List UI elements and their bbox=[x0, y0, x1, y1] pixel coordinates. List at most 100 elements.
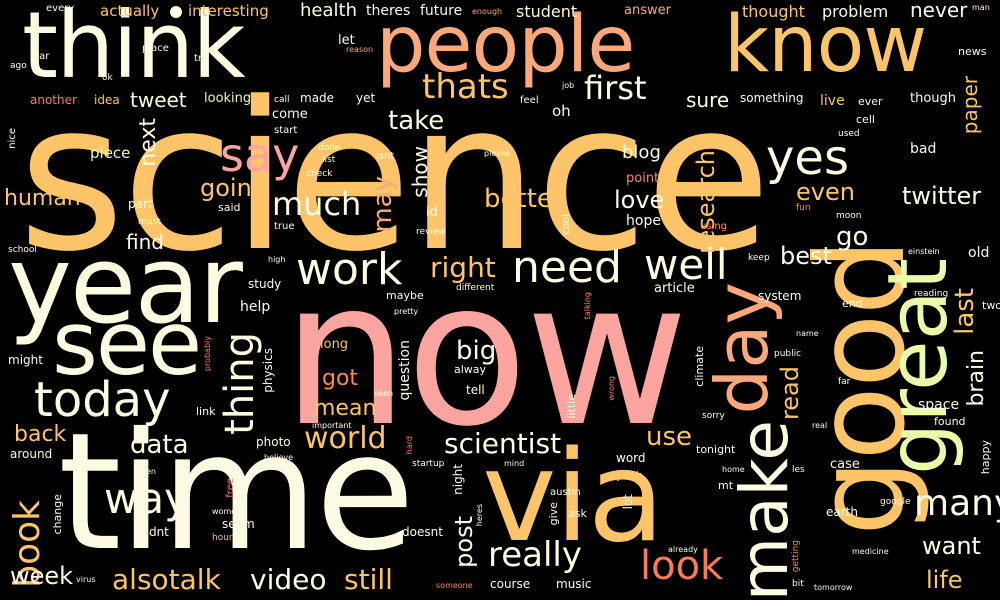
word-review: review bbox=[416, 227, 446, 237]
word-first: first bbox=[584, 69, 647, 107]
word-physics: physics bbox=[261, 348, 275, 393]
word-feel: feel bbox=[520, 95, 539, 106]
word-word: word bbox=[616, 451, 646, 465]
word-open: open bbox=[136, 467, 156, 476]
word-ok: ok bbox=[102, 73, 113, 83]
word-please: please bbox=[484, 149, 511, 158]
word-end: end bbox=[842, 297, 863, 310]
word-free: free bbox=[225, 478, 236, 498]
word-help: help bbox=[240, 299, 271, 315]
word-data: data bbox=[130, 430, 189, 460]
word-answer: answer bbox=[624, 3, 671, 18]
word-found: found bbox=[934, 415, 966, 428]
word-look: look bbox=[640, 543, 724, 589]
word-job: job bbox=[562, 81, 575, 90]
word-take: take bbox=[388, 106, 445, 136]
word-hard: hard bbox=[405, 436, 414, 455]
word-keep: keep bbox=[748, 253, 770, 263]
word-today: today bbox=[34, 372, 171, 428]
word-thing: thing bbox=[217, 332, 263, 435]
word-study: study bbox=[248, 277, 282, 291]
word-better: better bbox=[484, 184, 564, 214]
word-getting: getting bbox=[791, 540, 801, 573]
word-didnt: didnt bbox=[138, 525, 169, 539]
word-point: point bbox=[626, 171, 660, 186]
word-thats: thats bbox=[422, 67, 509, 107]
word-next: next bbox=[136, 118, 161, 167]
word-still: still bbox=[344, 563, 393, 596]
word-place: place bbox=[142, 43, 169, 54]
word-story: story bbox=[858, 249, 891, 264]
word-high: high bbox=[268, 255, 286, 264]
word-brain: brain bbox=[964, 350, 989, 407]
word-name: name bbox=[796, 329, 819, 338]
word-big: big bbox=[456, 336, 497, 366]
word-think: think bbox=[22, 0, 246, 99]
word-photo: photo bbox=[256, 435, 291, 449]
word-live: live bbox=[820, 93, 845, 109]
word-someone: someone bbox=[436, 581, 473, 590]
word-now: now bbox=[282, 238, 689, 471]
word-problem: problem bbox=[822, 2, 889, 21]
word-maybe: maybe bbox=[386, 289, 424, 302]
word-thought: thought bbox=[742, 2, 805, 21]
word-make: make bbox=[726, 420, 803, 600]
word-seen: seen bbox=[374, 389, 394, 398]
word-post: post bbox=[450, 516, 478, 568]
word-lot: lot bbox=[621, 494, 635, 510]
word-may: may bbox=[368, 176, 398, 233]
word-work: work bbox=[296, 244, 403, 295]
word-yes: yes bbox=[766, 130, 849, 186]
word-austin: austin bbox=[550, 487, 581, 498]
word-article: article bbox=[654, 281, 695, 296]
word-enough: enough bbox=[472, 7, 503, 16]
word-show: show bbox=[408, 146, 432, 198]
word-nice: nice bbox=[7, 128, 18, 149]
word-ago: ago bbox=[10, 61, 27, 71]
word-wrong: wrong bbox=[607, 376, 616, 401]
word-well: well bbox=[644, 240, 728, 289]
word-twitter: twitter bbox=[902, 182, 982, 210]
word-something: something bbox=[740, 91, 804, 105]
word-women: women bbox=[212, 507, 242, 516]
word-time: time bbox=[58, 399, 415, 587]
word-video: video bbox=[250, 563, 327, 596]
word-made: made bbox=[300, 91, 335, 105]
word-part: part bbox=[128, 197, 153, 211]
word-actually: actually bbox=[100, 2, 160, 20]
word-two: two bbox=[982, 299, 1000, 312]
word-people: people bbox=[376, 0, 635, 90]
word-even: even bbox=[796, 178, 855, 206]
word-climate: climate bbox=[693, 346, 706, 387]
word-find: find bbox=[126, 230, 164, 254]
word-id: id bbox=[426, 205, 438, 220]
word-far: far bbox=[838, 377, 851, 387]
word-mt: mt bbox=[718, 479, 734, 492]
word-research: research bbox=[692, 150, 720, 254]
word-yeah: yeah bbox=[616, 469, 643, 482]
word-human: human bbox=[4, 186, 81, 211]
word-star: star bbox=[30, 51, 50, 62]
word-life: life bbox=[926, 566, 963, 594]
word-google: google bbox=[880, 497, 911, 507]
word-course: course bbox=[490, 577, 531, 591]
word-check: check bbox=[306, 169, 333, 179]
word-space: space bbox=[918, 397, 960, 413]
word-isnt: isnt bbox=[376, 151, 395, 162]
word-idea: idea bbox=[94, 93, 120, 107]
word-sorry: sorry bbox=[702, 411, 725, 421]
word-last: last bbox=[950, 288, 980, 335]
word-music: music bbox=[556, 577, 592, 591]
word-bad: bad bbox=[910, 141, 937, 157]
word-theres: theres bbox=[366, 3, 411, 19]
word-science: science bbox=[18, 59, 771, 297]
word-want: want bbox=[922, 532, 981, 560]
word-many: many bbox=[914, 483, 1000, 524]
word-tweet: tweet bbox=[130, 88, 187, 112]
word-moon: moon bbox=[836, 211, 862, 221]
word-list: list bbox=[322, 155, 336, 165]
word-long: long bbox=[320, 337, 349, 352]
word-going: going bbox=[200, 174, 268, 202]
word-try: try bbox=[194, 53, 208, 64]
